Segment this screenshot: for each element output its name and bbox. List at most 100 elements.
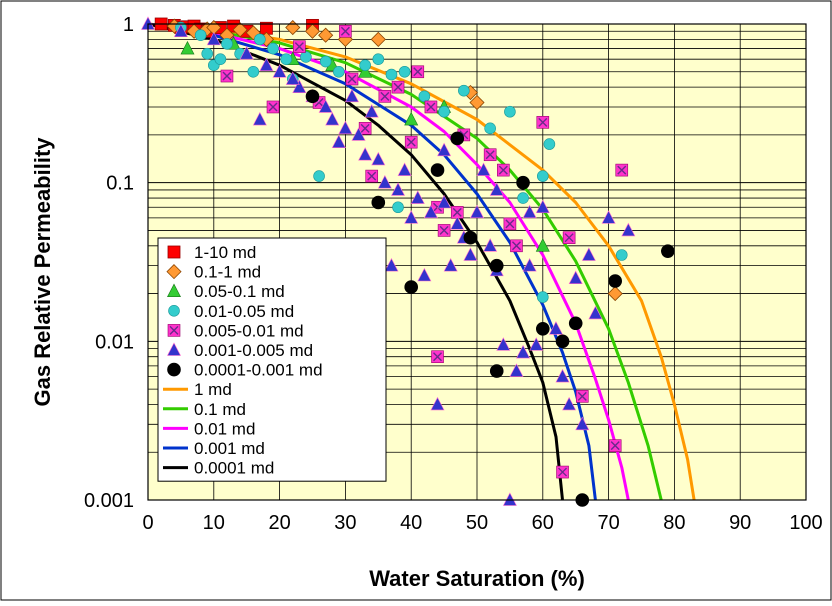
data-point [221, 38, 233, 50]
data-point [371, 195, 386, 210]
data-point [535, 321, 550, 336]
x-tick-label: 0 [142, 512, 153, 534]
data-point [615, 249, 628, 261]
data-point [391, 80, 405, 94]
data-point [483, 148, 497, 162]
data-point [535, 238, 550, 252]
data-point [220, 69, 234, 83]
data-point [370, 31, 386, 47]
data-point [398, 65, 411, 78]
data-point [319, 55, 332, 68]
data-point [304, 23, 321, 39]
data-point [608, 439, 622, 452]
legend-label: 0.01 md [194, 419, 255, 438]
data-point [543, 138, 556, 150]
plot-border [147, 23, 807, 501]
x-tick-label: 60 [532, 512, 554, 534]
data-point [377, 175, 392, 189]
curve-0-001-md [147, 22, 597, 501]
data-point [496, 337, 511, 351]
data-point [470, 204, 484, 219]
data-point [463, 230, 478, 245]
data-point [254, 33, 266, 46]
data-point [206, 31, 221, 46]
y-tick-label: 0.001 [84, 490, 134, 512]
curve-0-1-md [147, 22, 663, 501]
data-point [397, 162, 412, 176]
data-point [548, 321, 563, 335]
data-point [338, 120, 353, 135]
data-point [293, 40, 306, 53]
data-point [516, 175, 530, 190]
data-point [529, 337, 544, 351]
data-point [536, 291, 549, 303]
data-point [575, 416, 590, 431]
data-point [438, 105, 450, 118]
data-point [351, 127, 366, 141]
data-point [431, 350, 444, 364]
data-point [267, 42, 279, 55]
data-point [404, 210, 419, 224]
data-point [173, 23, 188, 38]
legend-box [157, 237, 387, 482]
data-point [437, 224, 451, 237]
curve-0-01-md [147, 22, 630, 501]
data-point [266, 100, 280, 114]
data-point [430, 163, 445, 177]
legend-label: 1 md [194, 380, 232, 399]
data-point [522, 257, 537, 272]
data-point [292, 79, 307, 93]
data-point [305, 89, 320, 104]
data-point [358, 147, 373, 161]
legend-marker [166, 264, 182, 280]
data-point [358, 64, 373, 78]
x-axis-title: Water Saturation (%) [369, 566, 585, 591]
y-tick-label: 1 [123, 14, 134, 36]
data-point [463, 247, 478, 261]
data-point [358, 122, 372, 135]
data-point [272, 64, 287, 78]
x-tick-label: 80 [663, 512, 685, 534]
data-point [516, 344, 531, 359]
legend-label: 0.001-0.005 md [194, 341, 313, 360]
data-point [555, 368, 570, 383]
point-layer [141, 16, 675, 507]
data-point [201, 47, 214, 60]
data-point [581, 247, 596, 261]
x-tick-label: 20 [268, 512, 290, 534]
data-point [365, 169, 379, 183]
curve-1-md [147, 22, 696, 501]
legend-label: 0.05-0.1 md [194, 282, 285, 301]
data-point [608, 274, 622, 288]
data-point [372, 53, 385, 66]
data-point [345, 72, 359, 86]
data-point [280, 53, 292, 66]
data-point [489, 182, 504, 196]
data-point [404, 135, 418, 149]
y-tick-label: 0.01 [95, 331, 134, 353]
data-point [443, 257, 458, 272]
data-point [607, 286, 623, 302]
x-tick-label: 100 [789, 512, 822, 534]
data-point [469, 94, 485, 111]
data-point [621, 222, 636, 237]
data-point [339, 24, 352, 38]
data-point [517, 192, 529, 204]
data-point [450, 216, 465, 230]
data-point [522, 204, 537, 219]
data-point [391, 182, 406, 196]
legend-label: 0.0001 md [194, 459, 274, 478]
data-point [489, 258, 504, 273]
data-point [325, 111, 340, 126]
data-point [562, 231, 576, 244]
data-point [318, 27, 334, 43]
data-point [430, 396, 445, 411]
data-point [417, 267, 432, 282]
data-point [601, 210, 616, 224]
data-point [661, 244, 675, 258]
legend-label: 0.01-0.05 md [194, 302, 294, 321]
data-point [214, 53, 227, 66]
data-point [180, 40, 195, 55]
legend: 1-10 md0.1-1 md0.05-0.1 md0.01-0.05 md0.… [157, 237, 387, 482]
